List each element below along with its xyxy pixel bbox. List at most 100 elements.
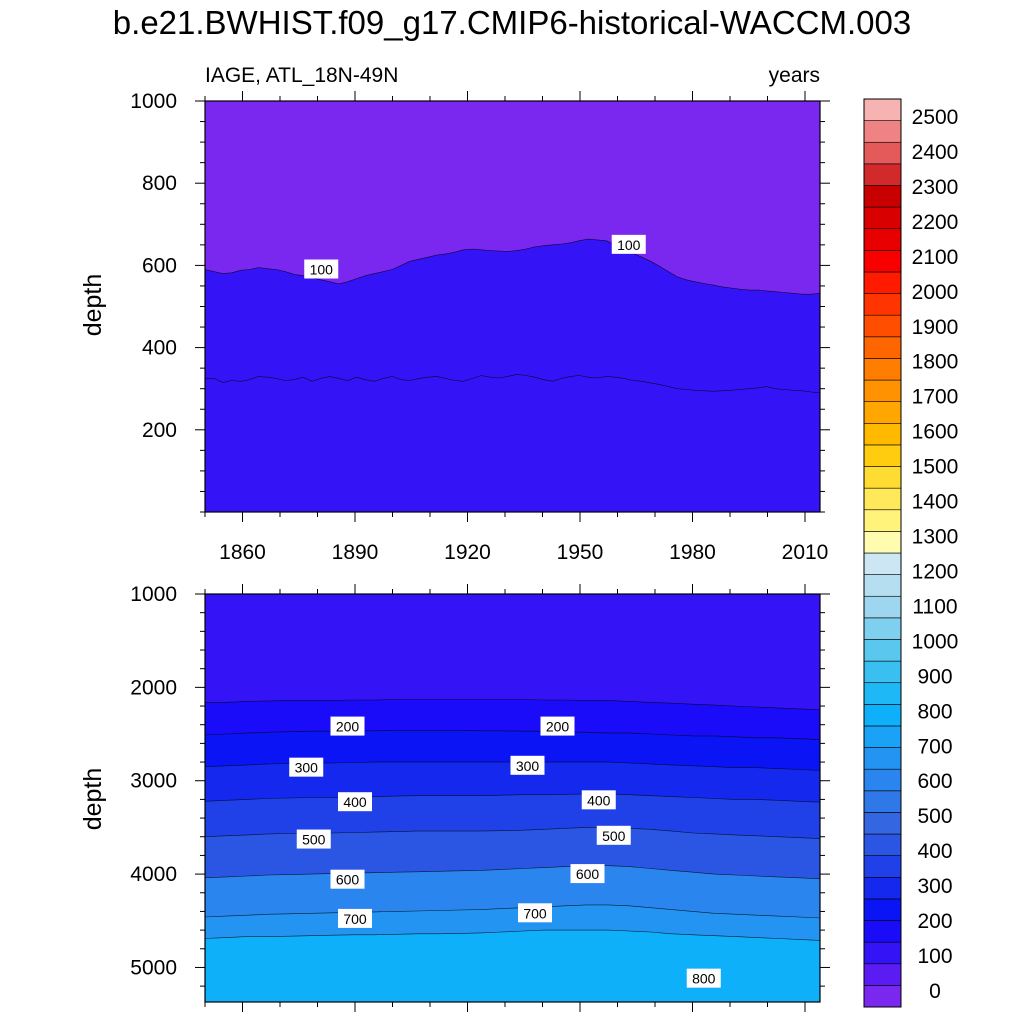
colorbar-swatch-20 [863,552,902,575]
svg-text:700: 700 [523,905,547,921]
upper-panel: 100 100 200 400 600 800 1000 1860 1890 1920 1950 19… [130,90,830,564]
lower-contour-label-9: 600 [570,864,605,884]
right-subtitle: years [769,64,820,87]
colorbar-label-12: 1200 [912,560,959,583]
colorbar-frame [863,98,902,1008]
colorbar-label-25: 2500 [912,106,959,129]
lower-frame [204,593,821,1003]
colorbar-swatch-24 [863,466,902,489]
upper-ytick-label-0: 200 [142,419,177,442]
colorbar: 0 100 200 300 400 500 600 700 800 900 1000 1100 1200… [863,98,959,1008]
svg-text:100: 100 [310,262,334,278]
colorbar-swatch-14 [863,682,902,705]
colorbar-swatch-0 [863,985,902,1008]
lower-band-8 [205,930,820,1002]
xtick-label-1: 1890 [332,541,379,564]
lower-contour-label-10: 700 [338,908,372,928]
svg-text:700: 700 [343,911,367,927]
colorbar-swatch-35 [863,228,902,251]
colorbar-swatch-8 [863,812,902,835]
colorbar-label-4: 400 [917,840,952,863]
colorbar-label-14: 1400 [912,491,959,514]
svg-text:100: 100 [617,237,641,253]
colorbar-swatch-38 [863,163,902,186]
lower-band-0 [205,594,820,710]
svg-text:200: 200 [546,719,570,735]
colorbar-swatch-7 [863,833,902,856]
lower-contour-label-12: 800 [686,968,721,988]
lower-ytick-label-4: 5000 [130,956,177,979]
lower-contour-label-1: 200 [540,716,575,736]
colorbar-swatch-41 [863,98,902,121]
colorbar-label-18: 1800 [912,351,959,374]
svg-text:600: 600 [576,866,600,882]
colorbar-label-19: 1900 [912,316,959,339]
lower-ytick-label-2: 3000 [130,770,177,793]
colorbar-swatch-13 [863,704,902,727]
lower-ytick-label-0: 1000 [130,583,177,606]
colorbar-swatch-23 [863,487,902,511]
lower-ytick-label-1: 2000 [130,676,177,699]
colorbar-label-22: 2200 [912,211,959,234]
lower-contour-label-4: 400 [338,792,372,812]
colorbar-label-15: 1500 [912,456,959,479]
colorbar-label-3: 300 [917,875,952,898]
colorbar-label-6: 600 [917,770,952,793]
upper-contour-label-1: 100 [611,234,646,254]
svg-text:800: 800 [692,971,716,987]
lower_contour_700-line [205,865,820,880]
xtick-label-4: 1980 [669,541,716,564]
colorbar-swatch-2 [863,941,902,965]
colorbar-label-24: 2400 [912,141,959,164]
xtick-label-5: 2010 [782,541,829,564]
colorbar-swatch-16 [863,639,902,662]
colorbar-swatch-29 [863,358,902,381]
lower-contour-label-7: 500 [596,825,631,845]
lower-ticks [195,584,830,1012]
colorbar-swatch-17 [863,617,902,640]
colorbar-swatch-11 [863,747,902,770]
lower-panel: 200 200 300 300 400 400 500 500 600 600 700 700 800 1… [130,583,830,1012]
xtick-label-2: 1920 [444,541,491,564]
colorbar-swatch-26 [863,422,902,446]
svg-text:600: 600 [336,872,360,888]
colorbar-swatch-1 [863,963,902,986]
colorbar-swatch-40 [863,120,902,143]
chart-title: b.e21.BWHIST.f09_g17.CMIP6-historical-WA… [113,4,911,41]
svg-text:200: 200 [336,719,360,735]
colorbar-label-16: 1600 [912,421,959,444]
colorbar-swatch-19 [863,574,902,597]
colorbar-swatch-27 [863,401,902,424]
lower_contour_200-line [205,699,820,711]
svg-text:500: 500 [602,828,626,844]
lower-contour-label-11: 700 [518,903,552,923]
lower-contour-label-2: 300 [289,757,324,777]
lower-band-5 [205,827,820,879]
lower-ytick-label-3: 4000 [130,863,177,886]
upper-ytick-label-1: 400 [142,337,177,360]
svg-text:500: 500 [302,832,326,848]
lower-plot-area: 200 200 300 300 400 400 500 500 600 600 700 700 800 [205,594,820,1002]
upper-ytick-label-3: 800 [142,172,177,195]
colorbar-label-17: 1700 [912,386,959,409]
svg-text:400: 400 [587,792,611,808]
lower-contour-label-6: 500 [296,829,331,849]
colorbar-label-7: 700 [917,735,952,758]
colorbar-swatch-18 [863,595,902,619]
upper-ytick-label-4: 1000 [130,90,177,113]
colorbar-label-0: 0 [929,980,941,1003]
svg-text:300: 300 [295,760,319,776]
colorbar-label-5: 500 [917,805,952,828]
colorbar-swatch-22 [863,509,902,532]
colorbar-label-2: 200 [917,910,952,933]
colorbar-swatch-4 [863,898,902,921]
lower_contour_300-line [205,730,820,740]
upper_contour_20-line [205,373,820,394]
colorbar-swatch-9 [863,790,902,813]
lower_contour_800-line [205,929,820,941]
colorbar-swatch-37 [863,185,902,208]
xtick-label-0: 1860 [219,541,266,564]
colorbar-swatch-33 [863,271,902,294]
svg-text:300: 300 [516,758,540,774]
